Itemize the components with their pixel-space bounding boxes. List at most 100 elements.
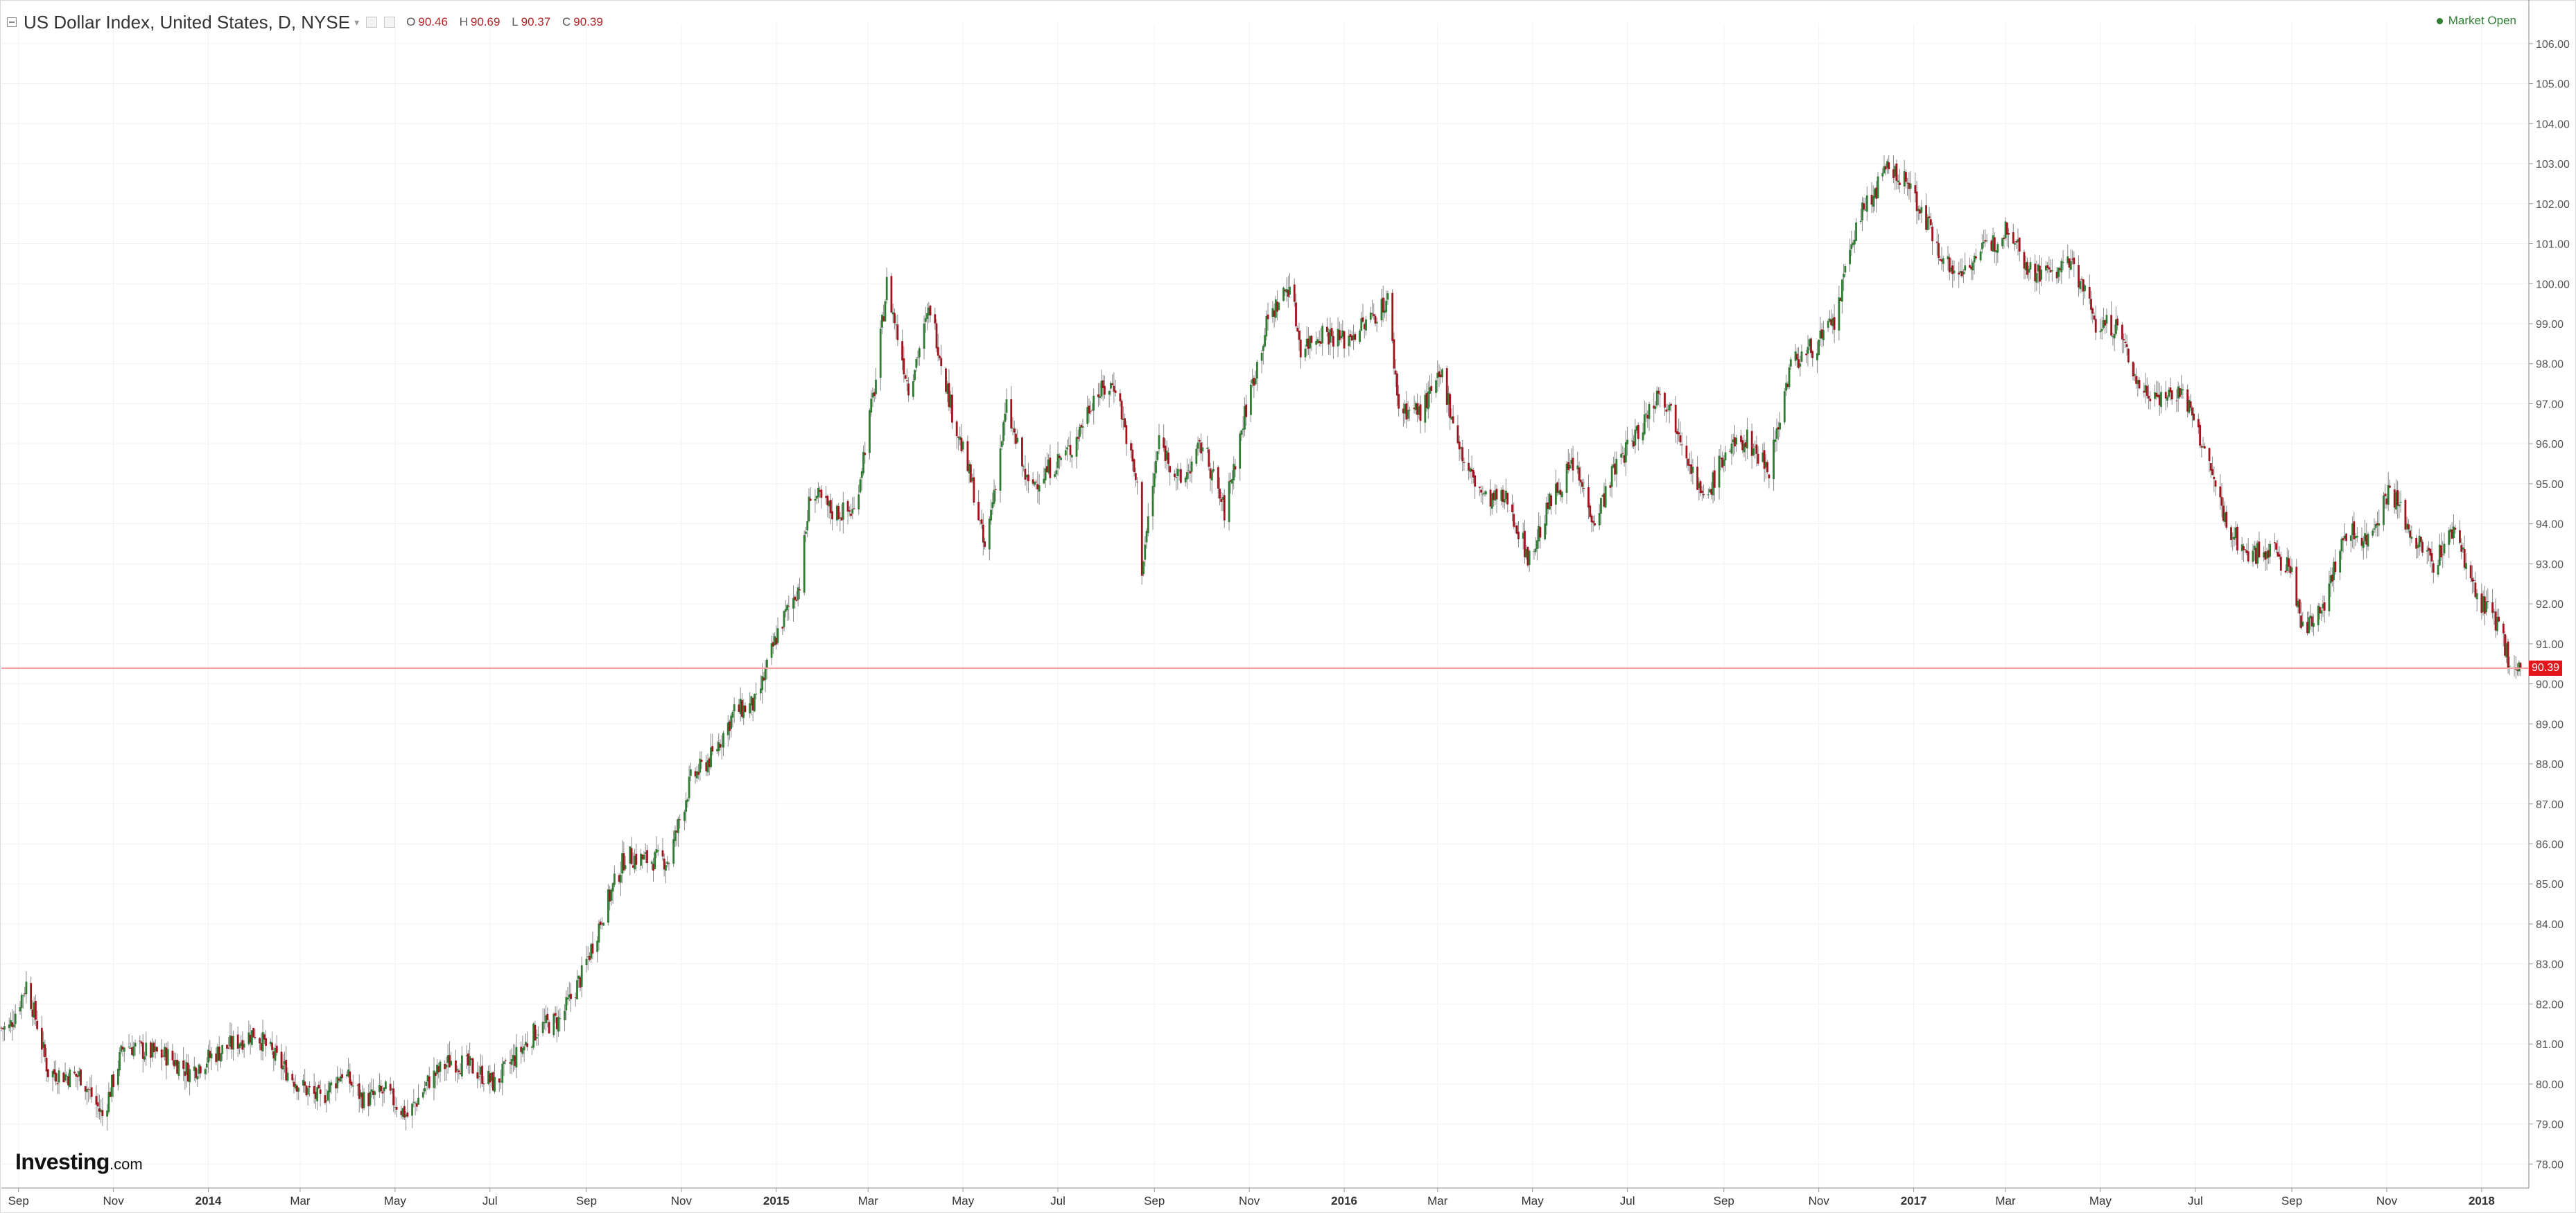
- candle-body: [1894, 166, 1897, 177]
- candle-body: [825, 496, 828, 498]
- candle-body: [2044, 265, 2047, 271]
- candle-body: [1554, 483, 1557, 505]
- candle-body: [1167, 453, 1169, 464]
- candle-body: [260, 1042, 263, 1051]
- candle-body: [1404, 404, 1407, 414]
- candle-body: [2213, 476, 2216, 480]
- candle-body: [1601, 495, 1604, 497]
- candle-body: [1973, 255, 1976, 263]
- candle-body: [1928, 216, 1931, 218]
- candle-body: [966, 441, 969, 471]
- candle-body: [1320, 341, 1322, 344]
- candle-body: [363, 1092, 365, 1108]
- candle-body: [1231, 479, 1233, 484]
- candle-body: [401, 1108, 404, 1117]
- candle-body: [2465, 563, 2467, 569]
- symbol-title[interactable]: US Dollar Index, United States, D, NYSE: [24, 11, 351, 33]
- candle-body: [2245, 550, 2248, 553]
- candle-body: [982, 524, 984, 543]
- candle-body: [1064, 450, 1067, 456]
- settings-toggle-icon[interactable]: [366, 17, 378, 28]
- candle-body: [869, 410, 871, 453]
- candle-body: [339, 1076, 342, 1082]
- candle-body: [241, 1040, 244, 1050]
- candle-body: [564, 1011, 566, 1020]
- candle-body: [2417, 545, 2419, 548]
- candle-body: [1953, 270, 1956, 274]
- candle-body: [2099, 331, 2102, 333]
- candle-body: [675, 830, 678, 832]
- candle-body: [2438, 544, 2441, 566]
- candle-body: [1732, 439, 1734, 443]
- candle-body: [25, 981, 28, 995]
- candle-body: [62, 1072, 65, 1083]
- candle-body: [924, 317, 927, 322]
- candle-body: [589, 955, 591, 960]
- candle-body: [1262, 345, 1264, 351]
- candle-body: [1284, 289, 1287, 292]
- candle-body: [990, 509, 992, 521]
- chevron-down-icon[interactable]: ▾: [354, 16, 360, 28]
- candle-body: [2113, 334, 2116, 339]
- candle-body: [319, 1089, 322, 1094]
- candle-body: [272, 1051, 275, 1059]
- candle-body: [1190, 462, 1193, 472]
- candle-body: [1768, 474, 1770, 479]
- candle-body: [1489, 489, 1492, 507]
- candle-body: [150, 1042, 152, 1058]
- candle-body: [106, 1110, 109, 1117]
- candle-body: [2091, 308, 2094, 314]
- candle-body: [1195, 448, 1198, 464]
- candle-body: [1788, 367, 1791, 387]
- candle-body: [618, 875, 620, 882]
- candle-body: [479, 1067, 482, 1075]
- candle-body: [1820, 329, 1823, 339]
- candle-body: [2029, 262, 2032, 270]
- candle-body: [694, 771, 697, 777]
- y-tick-label: 97.00: [2536, 399, 2564, 410]
- candle-body: [134, 1042, 137, 1047]
- candle-body: [705, 762, 708, 771]
- candle-body: [1594, 523, 1596, 525]
- candle-body: [2421, 541, 2423, 553]
- candle-body: [1626, 439, 1629, 444]
- candle-body: [2399, 501, 2402, 503]
- candle-body: [2123, 339, 2125, 340]
- candle-body: [2005, 222, 2008, 235]
- candle-body: [1316, 339, 1319, 344]
- candle-body: [297, 1088, 300, 1092]
- candle-body: [425, 1081, 428, 1086]
- candle-body: [1763, 450, 1766, 469]
- candle-body: [948, 383, 950, 408]
- candle-body: [710, 747, 712, 767]
- candle-body: [2224, 512, 2226, 522]
- candle-body: [1755, 444, 1758, 454]
- candle-body: [1461, 447, 1464, 462]
- candle-body: [199, 1066, 202, 1074]
- candle-body: [969, 464, 972, 482]
- candle-body: [1800, 351, 1803, 362]
- candle-body: [1329, 329, 1332, 343]
- candle-body: [2485, 601, 2488, 612]
- candle-body: [2310, 616, 2313, 627]
- candle-body: [2188, 399, 2191, 413]
- candle-body: [1021, 437, 1023, 466]
- candle-body: [1289, 286, 1291, 295]
- candle-body: [284, 1061, 286, 1065]
- candle-body: [890, 276, 893, 313]
- candle-body: [1185, 471, 1188, 480]
- candle-body: [1503, 498, 1506, 503]
- x-tick-label: 2014: [195, 1194, 222, 1207]
- candle-body: [885, 277, 888, 301]
- visibility-toggle-icon[interactable]: [384, 17, 396, 28]
- candle-body: [1545, 503, 1548, 526]
- candle-body: [101, 1110, 104, 1117]
- candle-body: [1025, 475, 1028, 478]
- candle-body: [1004, 413, 1007, 422]
- candle-body: [87, 1089, 90, 1090]
- candle-body: [2148, 396, 2150, 399]
- candle-body: [230, 1036, 233, 1049]
- collapse-icon[interactable]: [7, 17, 17, 27]
- candle-body: [1080, 424, 1083, 428]
